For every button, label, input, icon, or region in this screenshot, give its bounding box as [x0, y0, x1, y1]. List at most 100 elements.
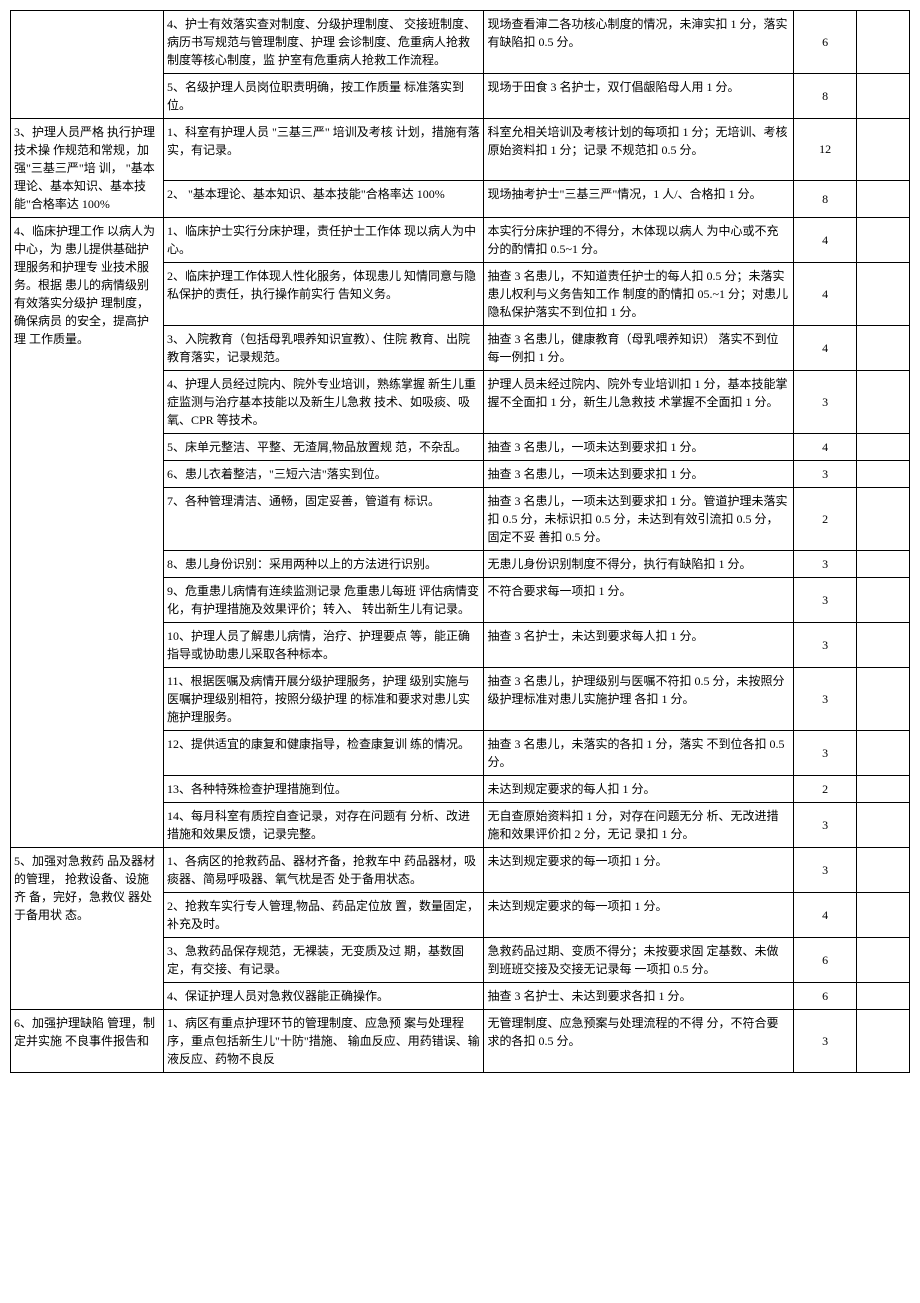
- method-cell: 抽查 3 名患儿，一项未达到要求扣 1 分。: [484, 434, 793, 461]
- blank-cell: [857, 668, 910, 731]
- item-cell: 11、根据医嘱及病情开展分级护理服务，护理 级别实施与医嘱护理级别相符，按照分级…: [163, 668, 484, 731]
- item-cell: 6、患儿衣着整洁，"三短六洁"落实到位。: [163, 461, 484, 488]
- item-cell: 2、抢救车实行专人管理,物品、药品定位放 置，数量固定，补充及时。: [163, 893, 484, 938]
- blank-cell: [857, 803, 910, 848]
- item-cell: 4、保证护理人员对急救仪器能正确操作。: [163, 983, 484, 1010]
- blank-cell: [857, 731, 910, 776]
- blank-cell: [857, 263, 910, 326]
- item-cell: 1、临床护士实行分床护理，责任护士工作体 现以病人为中心。: [163, 218, 484, 263]
- item-cell: 5、床单元整洁、平整、无渣屑,物品放置规 范，不杂乱。: [163, 434, 484, 461]
- method-cell: 无管理制度、应急预案与处理流程的不得 分，不符合要求的各扣 0.5 分。: [484, 1010, 793, 1073]
- score-cell: 6: [793, 11, 857, 74]
- blank-cell: [857, 983, 910, 1010]
- item-cell: 7、各种管理清洁、通畅，固定妥善，管道有 标识。: [163, 488, 484, 551]
- score-cell: 12: [793, 119, 857, 181]
- method-cell: 现场于田食 3 名护士，双仃倡龈陷母人用 1 分。: [484, 74, 793, 119]
- blank-cell: [857, 623, 910, 668]
- method-cell: 抽查 3 名护士，未达到要求每人扣 1 分。: [484, 623, 793, 668]
- method-cell: 本实行分床护理的不得分，木体现以病人 为中心或不充分的酌情扣 0.5~1 分。: [484, 218, 793, 263]
- table-row: 5、加强对急救药 品及器材的管理， 抢救设备、设施齐 备，完好，急救仪 器处于备…: [11, 848, 910, 893]
- score-cell: 8: [793, 74, 857, 119]
- category-cell: 3、护理人员严格 执行护理技术操 作规范和常规，加 强"三基三严"培 训， "基…: [11, 119, 164, 218]
- score-cell: 3: [793, 668, 857, 731]
- score-cell: 3: [793, 848, 857, 893]
- method-cell: 未达到规定要求的每一项扣 1 分。: [484, 848, 793, 893]
- category-cell: 6、加强护理缺陷 管理，制定并实施 不良事件报告和: [11, 1010, 164, 1073]
- score-cell: 3: [793, 1010, 857, 1073]
- method-cell: 急救药品过期、变质不得分；未按要求固 定基数、未做到班班交接及交接无记录每 一项…: [484, 938, 793, 983]
- method-cell: 不符合要求每一项扣 1 分。: [484, 578, 793, 623]
- method-cell: 无患儿身份识别制度不得分，执行有缺陷扣 1 分。: [484, 551, 793, 578]
- method-cell: 抽查 3 名患儿，健康教育（母乳喂养知识） 落实不到位每一例扣 1 分。: [484, 326, 793, 371]
- item-cell: 8、患儿身份识别：采用两种以上的方法进行识别。: [163, 551, 484, 578]
- blank-cell: [857, 938, 910, 983]
- blank-cell: [857, 848, 910, 893]
- blank-cell: [857, 180, 910, 217]
- item-cell: 2、 "基本理论、基本知识、基本技能"合格率达 100%: [163, 180, 484, 217]
- method-cell: 抽查 3 名患儿，未落实的各扣 1 分，落实 不到位各扣 0.5 分。: [484, 731, 793, 776]
- item-cell: 4、护士有效落实查对制度、分级护理制度、 交接班制度、病历书写规范与管理制度、护…: [163, 11, 484, 74]
- item-cell: 10、护理人员了解患儿病情，治疗、护理要点 等，能正确指导或协助患儿采取各种标本…: [163, 623, 484, 668]
- blank-cell: [857, 371, 910, 434]
- item-cell: 1、科室有护理人员 "三基三严" 培训及考核 计划，措施有落实，有记录。: [163, 119, 484, 181]
- blank-cell: [857, 11, 910, 74]
- blank-cell: [857, 551, 910, 578]
- blank-cell: [857, 488, 910, 551]
- method-cell: 科室允相关培训及考核计划的每项扣 1 分；无培训、考核原始资料扣 1 分；记录 …: [484, 119, 793, 181]
- category-cell: [11, 11, 164, 119]
- score-cell: 3: [793, 371, 857, 434]
- score-cell: 8: [793, 180, 857, 217]
- score-cell: 4: [793, 893, 857, 938]
- score-cell: 2: [793, 776, 857, 803]
- method-cell: 未达到规定要求的每一项扣 1 分。: [484, 893, 793, 938]
- method-cell: 抽查 3 名患儿，一项未达到要求扣 1 分。: [484, 461, 793, 488]
- blank-cell: [857, 218, 910, 263]
- blank-cell: [857, 776, 910, 803]
- item-cell: 14、每月科室有质控自查记录，对存在问题有 分析、改进措施和效果反馈，记录完整。: [163, 803, 484, 848]
- method-cell: 抽查 3 名患儿，一项未达到要求扣 1 分。管道护理未落实扣 0.5 分，未标识…: [484, 488, 793, 551]
- score-cell: 6: [793, 938, 857, 983]
- score-cell: 3: [793, 623, 857, 668]
- item-cell: 9、危重患儿病情有连续监测记录 危重患儿每班 评估病情变化，有护理措施及效果评价…: [163, 578, 484, 623]
- score-cell: 3: [793, 578, 857, 623]
- table-row: 6、加强护理缺陷 管理，制定并实施 不良事件报告和1、病区有重点护理环节的管理制…: [11, 1010, 910, 1073]
- category-cell: 4、临床护理工作 以病人为中心，为 患儿提供基础护 理服务和护理专 业技术服务。…: [11, 218, 164, 848]
- score-cell: 4: [793, 434, 857, 461]
- method-cell: 无自查原始资料扣 1 分，对存在问题无分 析、无改进措施和效果评价扣 2 分，无…: [484, 803, 793, 848]
- score-cell: 4: [793, 218, 857, 263]
- item-cell: 5、名级护理人员岗位职责明确，按工作质量 标准落实到位。: [163, 74, 484, 119]
- method-cell: 现场抽考护士"三基三严"情况，1 人/、合格扣 1 分。: [484, 180, 793, 217]
- item-cell: 4、护理人员经过院内、院外专业培训，熟练掌握 新生儿重症监测与治疗基本技能以及新…: [163, 371, 484, 434]
- method-cell: 抽查 3 名护士、未达到要求各扣 1 分。: [484, 983, 793, 1010]
- blank-cell: [857, 461, 910, 488]
- table-row: 4、护士有效落实查对制度、分级护理制度、 交接班制度、病历书写规范与管理制度、护…: [11, 11, 910, 74]
- evaluation-table: 4、护士有效落实查对制度、分级护理制度、 交接班制度、病历书写规范与管理制度、护…: [10, 10, 910, 1073]
- score-cell: 6: [793, 983, 857, 1010]
- blank-cell: [857, 326, 910, 371]
- item-cell: 13、各种特殊检查护理措施到位。: [163, 776, 484, 803]
- item-cell: 3、入院教育（包括母乳喂养知识宣教）、住院 教育、出院教育落实，记录规范。: [163, 326, 484, 371]
- blank-cell: [857, 74, 910, 119]
- method-cell: 未达到规定要求的每人扣 1 分。: [484, 776, 793, 803]
- item-cell: 3、急救药品保存规范，无裸装，无变质及过 期，基数固定，有交接、有记录。: [163, 938, 484, 983]
- item-cell: 2、临床护理工作体现人性化服务，体现患儿 知情同意与隐私保护的责任，执行操作前实…: [163, 263, 484, 326]
- score-cell: 2: [793, 488, 857, 551]
- table-row: 4、临床护理工作 以病人为中心，为 患儿提供基础护 理服务和护理专 业技术服务。…: [11, 218, 910, 263]
- score-cell: 3: [793, 803, 857, 848]
- item-cell: 12、提供适宜的康复和健康指导，检查康复训 练的情况。: [163, 731, 484, 776]
- score-cell: 4: [793, 326, 857, 371]
- item-cell: 1、病区有重点护理环节的管理制度、应急预 案与处理程序，重点包括新生儿"十防"措…: [163, 1010, 484, 1073]
- method-cell: 现场查看渖二各功核心制度的情况，未渖实扣 1 分，落实有缺陷扣 0.5 分。: [484, 11, 793, 74]
- method-cell: 抽查 3 名患儿，护理级别与医嘱不符扣 0.5 分，未按照分级护理标准对患儿实施…: [484, 668, 793, 731]
- table-row: 3、护理人员严格 执行护理技术操 作规范和常规，加 强"三基三严"培 训， "基…: [11, 119, 910, 181]
- blank-cell: [857, 119, 910, 181]
- score-cell: 4: [793, 263, 857, 326]
- method-cell: 护理人员未经过院内、院外专业培训扣 1 分，基本技能掌握不全面扣 1 分，新生儿…: [484, 371, 793, 434]
- category-cell: 5、加强对急救药 品及器材的管理， 抢救设备、设施齐 备，完好，急救仪 器处于备…: [11, 848, 164, 1010]
- score-cell: 3: [793, 731, 857, 776]
- blank-cell: [857, 1010, 910, 1073]
- item-cell: 1、各病区的抢救药品、器材齐备，抢救车中 药品器材，吸痰器、简易呼吸器、氧气枕是…: [163, 848, 484, 893]
- blank-cell: [857, 434, 910, 461]
- score-cell: 3: [793, 551, 857, 578]
- blank-cell: [857, 578, 910, 623]
